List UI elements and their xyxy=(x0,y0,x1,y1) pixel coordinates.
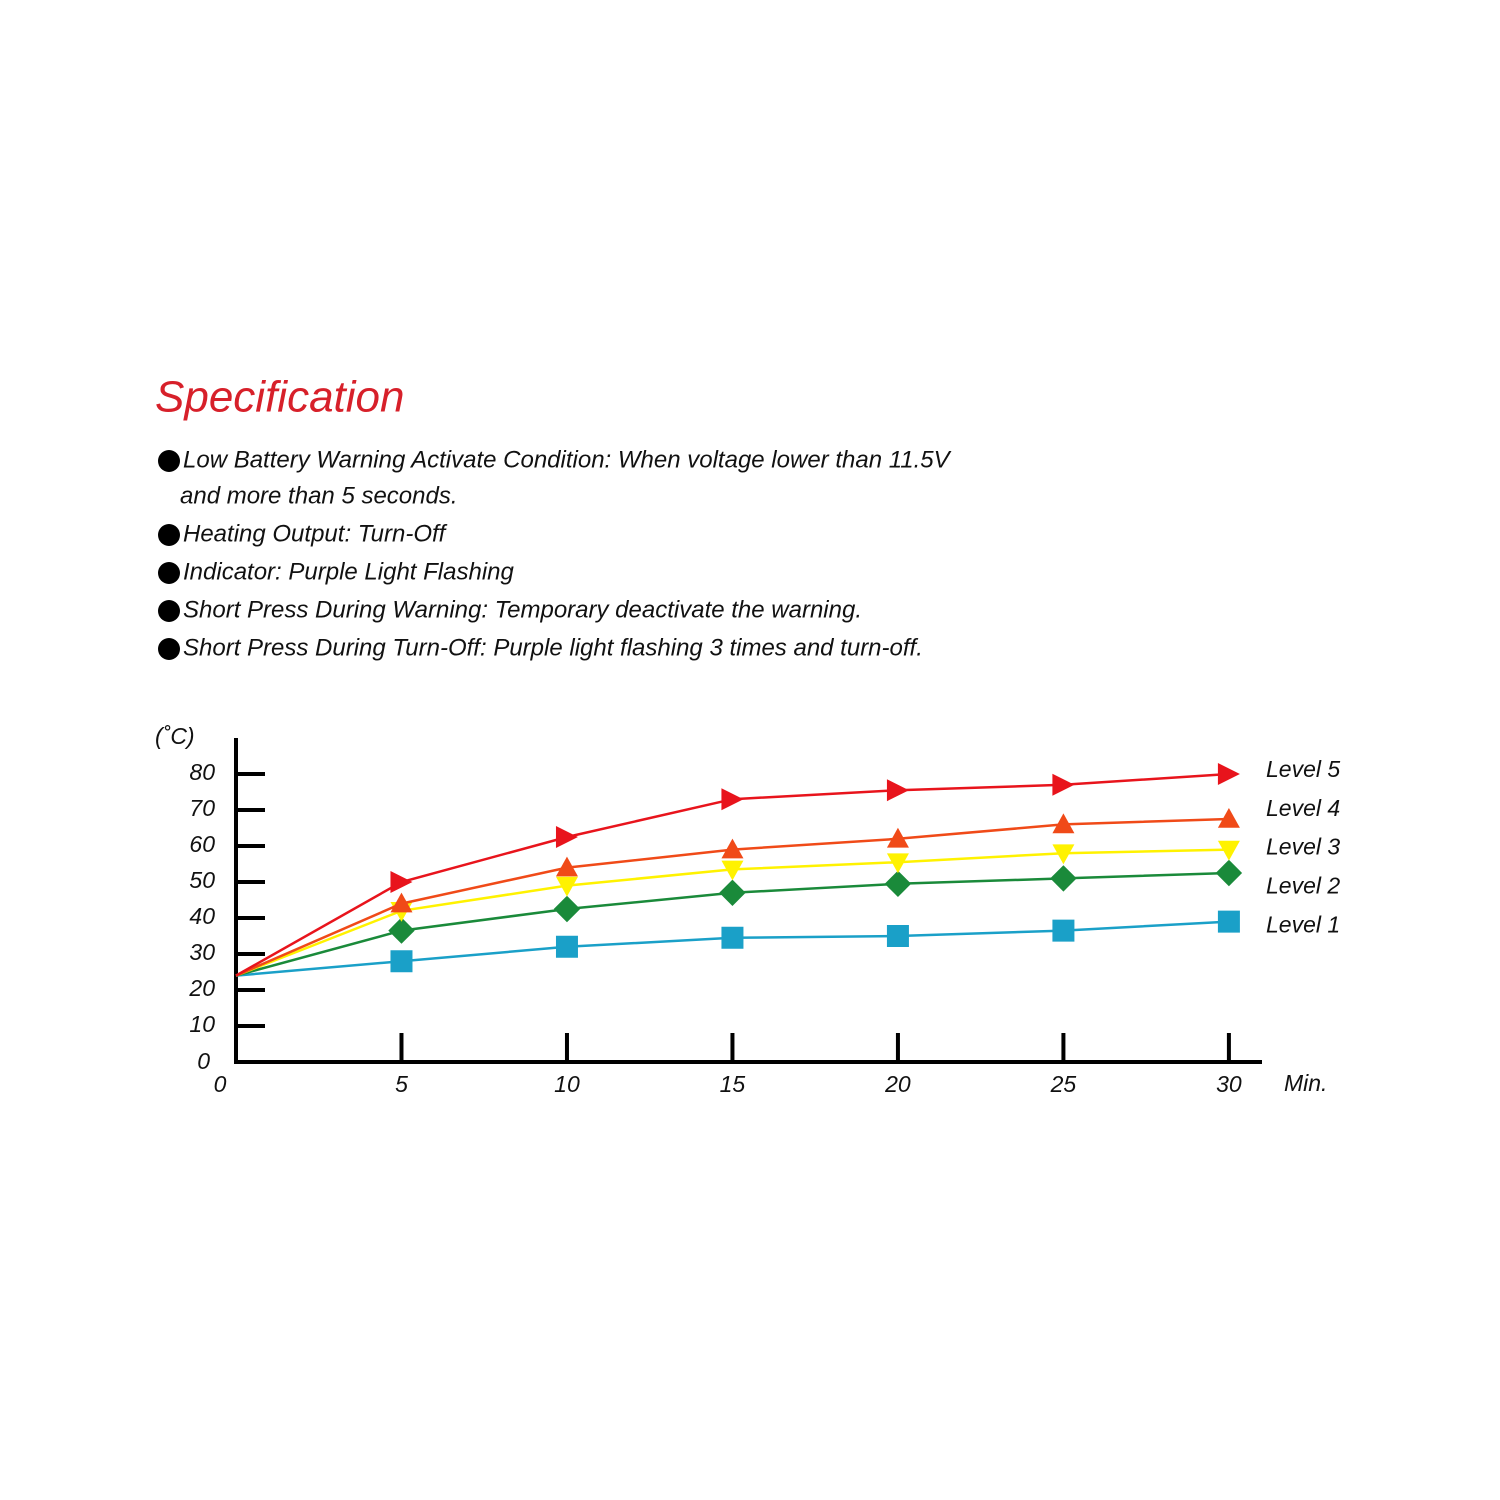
point-marker xyxy=(1050,865,1077,892)
x-tick-label: 30 xyxy=(1216,1071,1242,1097)
x-tick-label: 10 xyxy=(554,1071,580,1097)
point-marker xyxy=(1052,773,1075,796)
bullet-text: Indicator: Purple Light Flashing xyxy=(183,558,515,585)
point-marker xyxy=(721,926,744,949)
y-axis-label: (˚C) xyxy=(155,723,195,749)
point-marker xyxy=(553,895,581,923)
point-marker xyxy=(1052,844,1075,865)
legend-label: Level 2 xyxy=(1266,872,1340,898)
point-marker xyxy=(886,853,909,874)
point-marker xyxy=(555,935,578,958)
legend-label: Level 5 xyxy=(1266,756,1340,782)
bullet-dot xyxy=(158,638,180,660)
bullet-text: Low Battery Warning Activate Condition: … xyxy=(183,446,952,473)
y-tick-label: 30 xyxy=(189,939,215,965)
legend-label: Level 4 xyxy=(1266,795,1340,821)
bullet-dot xyxy=(158,524,180,546)
point-marker xyxy=(555,856,578,877)
y-tick-label: 20 xyxy=(188,975,215,1001)
point-marker xyxy=(1052,919,1075,942)
x-tick-label: 25 xyxy=(1050,1071,1077,1097)
point-marker xyxy=(555,876,578,897)
bullet-dot xyxy=(158,450,180,472)
y-tick-label: 80 xyxy=(189,759,215,785)
point-marker xyxy=(721,838,744,859)
point-marker xyxy=(886,779,909,802)
x-axis-label: Min. xyxy=(1284,1070,1327,1096)
y-tick-label: 60 xyxy=(189,831,215,857)
point-marker xyxy=(719,879,746,906)
point-marker xyxy=(1217,763,1240,785)
title: Specification xyxy=(155,373,404,422)
bullet-dot xyxy=(158,600,180,622)
point-marker xyxy=(886,827,909,848)
point-marker xyxy=(721,860,744,881)
y-tick-label: 50 xyxy=(189,867,215,893)
bullet-text: Heating Output: Turn-Off xyxy=(183,520,448,547)
point-marker xyxy=(721,788,744,811)
legend-label: Level 1 xyxy=(1266,911,1340,937)
bullet-text: and more than 5 seconds. xyxy=(180,482,458,509)
point-marker xyxy=(390,871,413,893)
point-marker xyxy=(1052,813,1075,834)
x-tick-label: 5 xyxy=(395,1071,408,1097)
x-tick-label: 15 xyxy=(720,1071,746,1097)
point-marker xyxy=(1217,910,1240,933)
y-tick-label: 10 xyxy=(189,1011,215,1037)
y-tick-label: 70 xyxy=(189,795,215,821)
point-marker xyxy=(886,925,909,947)
point-marker xyxy=(1215,859,1243,887)
bullet-text: Short Press During Turn-Off: Purple ligh… xyxy=(183,634,923,661)
point-marker xyxy=(1217,808,1240,828)
point-marker xyxy=(1217,840,1240,861)
point-marker xyxy=(388,917,415,944)
point-marker xyxy=(390,892,413,913)
legend-label: Level 3 xyxy=(1266,834,1340,860)
x-tick-label: 0 xyxy=(214,1071,227,1097)
bullet-text: Short Press During Warning: Temporary de… xyxy=(183,596,862,623)
x-tick-label: 20 xyxy=(884,1071,911,1097)
point-marker xyxy=(390,950,413,973)
y-tick-label: 0 xyxy=(197,1048,210,1074)
point-marker xyxy=(884,870,912,897)
bullet-dot xyxy=(158,562,180,584)
y-tick-label: 40 xyxy=(189,903,215,929)
point-marker xyxy=(555,826,578,848)
